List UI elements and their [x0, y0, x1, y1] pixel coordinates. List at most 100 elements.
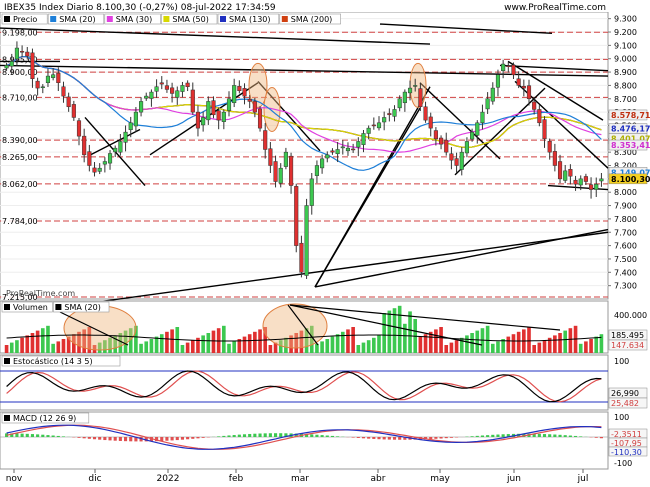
volume-bar	[315, 344, 319, 353]
macd-histogram-bar	[202, 437, 205, 438]
candle	[475, 123, 479, 136]
volume-bar	[25, 335, 29, 353]
x-tick-label: 2022	[157, 474, 180, 483]
hline-label: 8.062,00	[2, 180, 38, 189]
macd-histogram-bar	[264, 433, 267, 437]
axis-tick-label: 7.600	[614, 242, 637, 251]
volume-bar	[5, 345, 9, 353]
candle	[367, 128, 371, 133]
macd-histogram-bar	[569, 436, 572, 437]
candle	[170, 88, 174, 94]
macd-histogram-bar	[476, 436, 479, 437]
x-tick-label: dic	[88, 474, 101, 483]
volume-bar	[558, 333, 562, 353]
macd-histogram-bar	[186, 437, 189, 439]
candle	[36, 81, 40, 88]
macd-histogram-bar	[15, 433, 18, 437]
macd-histogram-bar	[83, 437, 86, 438]
macd-histogram-bar	[279, 433, 282, 437]
candle	[579, 179, 583, 185]
candle	[393, 109, 397, 116]
x-tick-label: mar	[291, 474, 309, 483]
macd-histogram-bar	[502, 434, 505, 437]
x-tick-label: may	[430, 474, 450, 483]
candle	[72, 104, 76, 117]
axis-tick-label: 8.000	[614, 188, 637, 197]
volume-bar	[160, 334, 164, 353]
candle	[258, 109, 262, 128]
axis-tick-label: 8.900	[614, 68, 637, 77]
candle	[243, 88, 247, 96]
value-box-label: -2,3511	[611, 430, 642, 439]
axis-tick-label: 7.700	[614, 228, 637, 237]
volume-bar	[139, 344, 143, 353]
hline-label: 7.784,00	[2, 217, 38, 226]
volume-bar	[227, 344, 231, 353]
macd-histogram-bar	[574, 436, 577, 437]
volume-bar	[594, 337, 598, 353]
candle	[93, 168, 97, 172]
value-box-label: 8.578,71	[611, 111, 650, 120]
macd-histogram-bar	[538, 434, 541, 437]
volume-bar	[372, 338, 376, 353]
candle	[470, 132, 474, 139]
candle	[248, 99, 252, 101]
candle	[284, 152, 288, 166]
volume-bar	[367, 340, 371, 353]
volume-bar	[517, 332, 521, 353]
candle	[41, 87, 45, 88]
volume-bar	[10, 343, 14, 353]
candle	[413, 85, 417, 86]
macd-histogram-bar	[98, 437, 101, 440]
legend-label: Precio	[13, 15, 37, 24]
volume-bar	[258, 329, 262, 353]
candle	[434, 131, 438, 139]
macd-histogram-bar	[243, 434, 246, 437]
volume-bar	[186, 343, 190, 353]
axis-tick-label: 400.000	[614, 311, 647, 320]
candle	[217, 111, 221, 120]
axis-tick-label: 7.400	[614, 268, 637, 277]
volume-bar	[408, 311, 412, 353]
volume-bar	[450, 343, 454, 353]
macd-histogram-bar	[388, 437, 391, 440]
macd-histogram-bar	[481, 435, 484, 437]
candle	[25, 52, 29, 56]
candle	[294, 186, 298, 245]
volume-bar	[569, 328, 573, 353]
candle	[574, 180, 578, 184]
hline-label: 8.265,00	[2, 153, 38, 162]
macd-histogram-bar	[258, 434, 261, 437]
candle	[88, 152, 92, 166]
candle	[181, 85, 185, 91]
legend-label: MACD (12 26 9)	[13, 414, 76, 423]
macd-histogram-bar	[103, 437, 106, 440]
legend-label: SMA (20)	[64, 303, 100, 312]
macd-histogram-bar	[440, 437, 443, 439]
volume-bar	[382, 313, 386, 353]
candle	[15, 48, 19, 59]
legend-swatch	[50, 16, 56, 22]
macd-histogram-bar	[36, 434, 39, 437]
legend-swatch	[282, 16, 288, 22]
candle	[398, 99, 402, 108]
macd-histogram-bar	[600, 437, 603, 438]
candle	[589, 185, 593, 190]
highlight-ellipse	[410, 63, 426, 107]
volume-bar	[507, 337, 511, 353]
candle	[279, 168, 283, 183]
axis-tick-label: 9.000	[614, 55, 637, 64]
volume-bar	[62, 339, 66, 353]
macd-histogram-bar	[227, 435, 230, 437]
macd-histogram-bar	[21, 434, 24, 437]
volume-bar	[444, 345, 448, 353]
candle	[372, 125, 376, 126]
macd-histogram-bar	[196, 437, 199, 438]
axis-tick-label: 7.500	[614, 255, 637, 264]
candle	[439, 138, 443, 144]
macd-histogram-bar	[367, 437, 370, 439]
axis-tick-label: 9.200	[614, 28, 637, 37]
volume-bar	[351, 327, 355, 353]
